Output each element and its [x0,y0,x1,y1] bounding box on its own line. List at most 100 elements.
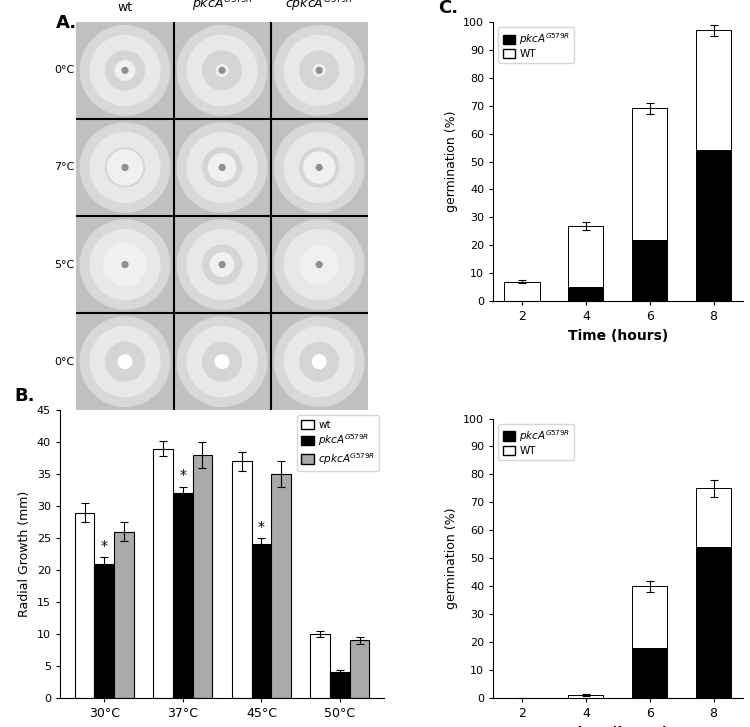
Bar [696,547,731,698]
Circle shape [316,68,322,73]
X-axis label: Time (hours): Time (hours) [568,726,668,727]
Bar [153,449,173,698]
Circle shape [80,220,170,309]
Bar [505,281,539,301]
Circle shape [274,317,364,406]
Bar [232,462,251,698]
Text: C.: C. [438,0,458,17]
Text: A.: A. [56,14,77,32]
Circle shape [106,245,145,284]
Circle shape [178,317,267,406]
Circle shape [90,36,160,105]
Bar [696,489,731,547]
Circle shape [80,123,170,212]
Circle shape [202,342,242,381]
Circle shape [300,342,338,381]
Circle shape [202,245,242,284]
Bar [568,287,604,301]
Bar [193,455,212,698]
Circle shape [274,220,364,309]
Circle shape [284,326,354,397]
Circle shape [178,220,267,309]
X-axis label: Temperature: Temperature [172,726,272,727]
Circle shape [122,262,128,268]
Circle shape [314,65,325,76]
Circle shape [300,245,338,284]
Bar [350,640,370,698]
Text: *: * [258,520,265,534]
Circle shape [122,164,128,170]
Circle shape [219,164,225,170]
Bar [76,22,173,119]
Circle shape [300,148,338,187]
Bar [568,226,604,287]
Circle shape [300,245,338,284]
Circle shape [316,262,322,268]
Bar [173,22,271,119]
Bar [75,513,94,698]
Bar [330,672,350,698]
Circle shape [122,68,128,73]
Text: $pkcA^{G579R}$: $pkcA^{G579R}$ [192,0,253,14]
Bar [173,216,271,313]
Text: 0°C: 0°C [54,357,74,366]
Text: $cpkcA^{G579R}$: $cpkcA^{G579R}$ [285,0,353,14]
Bar [173,494,193,698]
Circle shape [106,148,145,187]
Bar [271,22,368,119]
Bar [696,31,731,150]
Bar [310,634,330,698]
Circle shape [80,25,170,115]
Y-axis label: germination (%): germination (%) [445,111,458,212]
Circle shape [209,154,236,181]
Circle shape [118,355,132,369]
Circle shape [188,132,257,202]
Circle shape [284,132,354,202]
Bar [173,313,271,410]
Bar [271,313,368,410]
Text: 0°C: 0°C [54,65,74,76]
Circle shape [90,230,160,300]
Circle shape [211,253,234,276]
Bar [271,216,368,313]
Circle shape [116,60,135,80]
Bar [94,563,114,698]
Text: wt: wt [118,1,133,14]
Circle shape [106,51,145,89]
Circle shape [313,355,326,369]
X-axis label: Time (hours): Time (hours) [568,329,668,342]
Circle shape [188,36,257,105]
Bar [632,240,668,301]
Bar [76,119,173,216]
Bar [632,648,668,698]
Bar [272,474,291,698]
Text: 5°C: 5°C [54,260,74,270]
Circle shape [178,25,267,115]
Bar [76,313,173,410]
Bar [76,216,173,313]
Circle shape [219,68,225,73]
Circle shape [219,262,225,268]
Bar [568,695,604,698]
Circle shape [316,164,322,170]
Circle shape [300,51,338,89]
Circle shape [274,25,364,115]
Circle shape [178,123,267,212]
Y-axis label: Radial Growth (mm): Radial Growth (mm) [18,491,32,617]
Bar [114,531,134,698]
Bar [251,545,272,698]
Circle shape [202,51,242,89]
Circle shape [80,317,170,406]
Circle shape [304,152,334,183]
Circle shape [274,123,364,212]
Legend: $pkcA^{G579R}$, WT: $pkcA^{G579R}$, WT [498,424,574,460]
Circle shape [202,148,242,187]
Bar [696,150,731,301]
Circle shape [90,326,160,397]
Circle shape [106,342,145,381]
Bar [632,586,668,648]
Circle shape [215,355,229,369]
Text: *: * [100,539,108,553]
Circle shape [90,132,160,202]
Legend: wt, $pkcA^{G579R}$, $cpkcA^{G579R}$: wt, $pkcA^{G579R}$, $cpkcA^{G579R}$ [297,415,379,471]
